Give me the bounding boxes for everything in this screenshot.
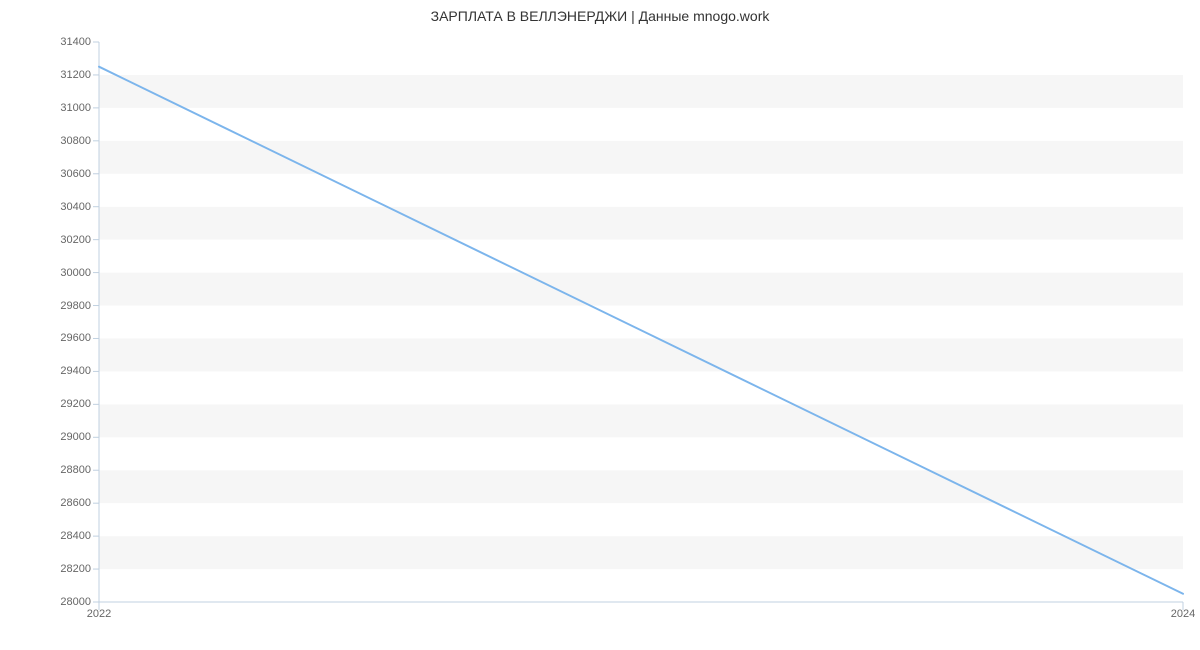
plot-band — [99, 503, 1183, 536]
plot-band — [99, 371, 1183, 404]
y-tick-label: 30200 — [60, 234, 91, 246]
y-tick-label: 29200 — [60, 398, 91, 410]
plot-band — [99, 569, 1183, 602]
y-tick-label: 31000 — [60, 102, 91, 114]
y-tick-label: 29800 — [60, 300, 91, 312]
y-tick-label: 29000 — [60, 431, 91, 443]
x-tick-label: 2022 — [87, 608, 111, 620]
chart-title: ЗАРПЛАТА В ВЕЛЛЭНЕРДЖИ | Данные mnogo.wo… — [0, 8, 1200, 24]
plot-band — [99, 108, 1183, 141]
plot-band — [99, 437, 1183, 470]
y-tick-label: 28600 — [60, 497, 91, 509]
y-tick-label: 31200 — [60, 69, 91, 81]
plot-band — [99, 42, 1183, 75]
y-tick-label: 29400 — [60, 365, 91, 377]
y-tick-label: 28000 — [60, 596, 91, 608]
plot-svg — [99, 42, 1183, 602]
y-tick-label: 28800 — [60, 464, 91, 476]
plot-band — [99, 174, 1183, 207]
y-tick-label: 29600 — [60, 332, 91, 344]
salary-chart: ЗАРПЛАТА В ВЕЛЛЭНЕРДЖИ | Данные mnogo.wo… — [0, 0, 1200, 650]
x-tick-label: 2024 — [1171, 608, 1195, 620]
y-tick-label: 30000 — [60, 267, 91, 279]
y-tick-label: 28400 — [60, 530, 91, 542]
plot-band — [99, 273, 1183, 306]
y-tick-label: 31400 — [60, 36, 91, 48]
plot-band — [99, 75, 1183, 108]
plot-band — [99, 338, 1183, 371]
plot-band — [99, 306, 1183, 339]
y-tick-label: 30600 — [60, 168, 91, 180]
y-tick-label: 30400 — [60, 201, 91, 213]
y-tick-label: 30800 — [60, 135, 91, 147]
plot-band — [99, 207, 1183, 240]
plot-band — [99, 404, 1183, 437]
plot-area: 2800028200284002860028800290002920029400… — [99, 42, 1183, 602]
plot-band — [99, 240, 1183, 273]
plot-band — [99, 536, 1183, 569]
y-tick-label: 28200 — [60, 563, 91, 575]
plot-band — [99, 470, 1183, 503]
